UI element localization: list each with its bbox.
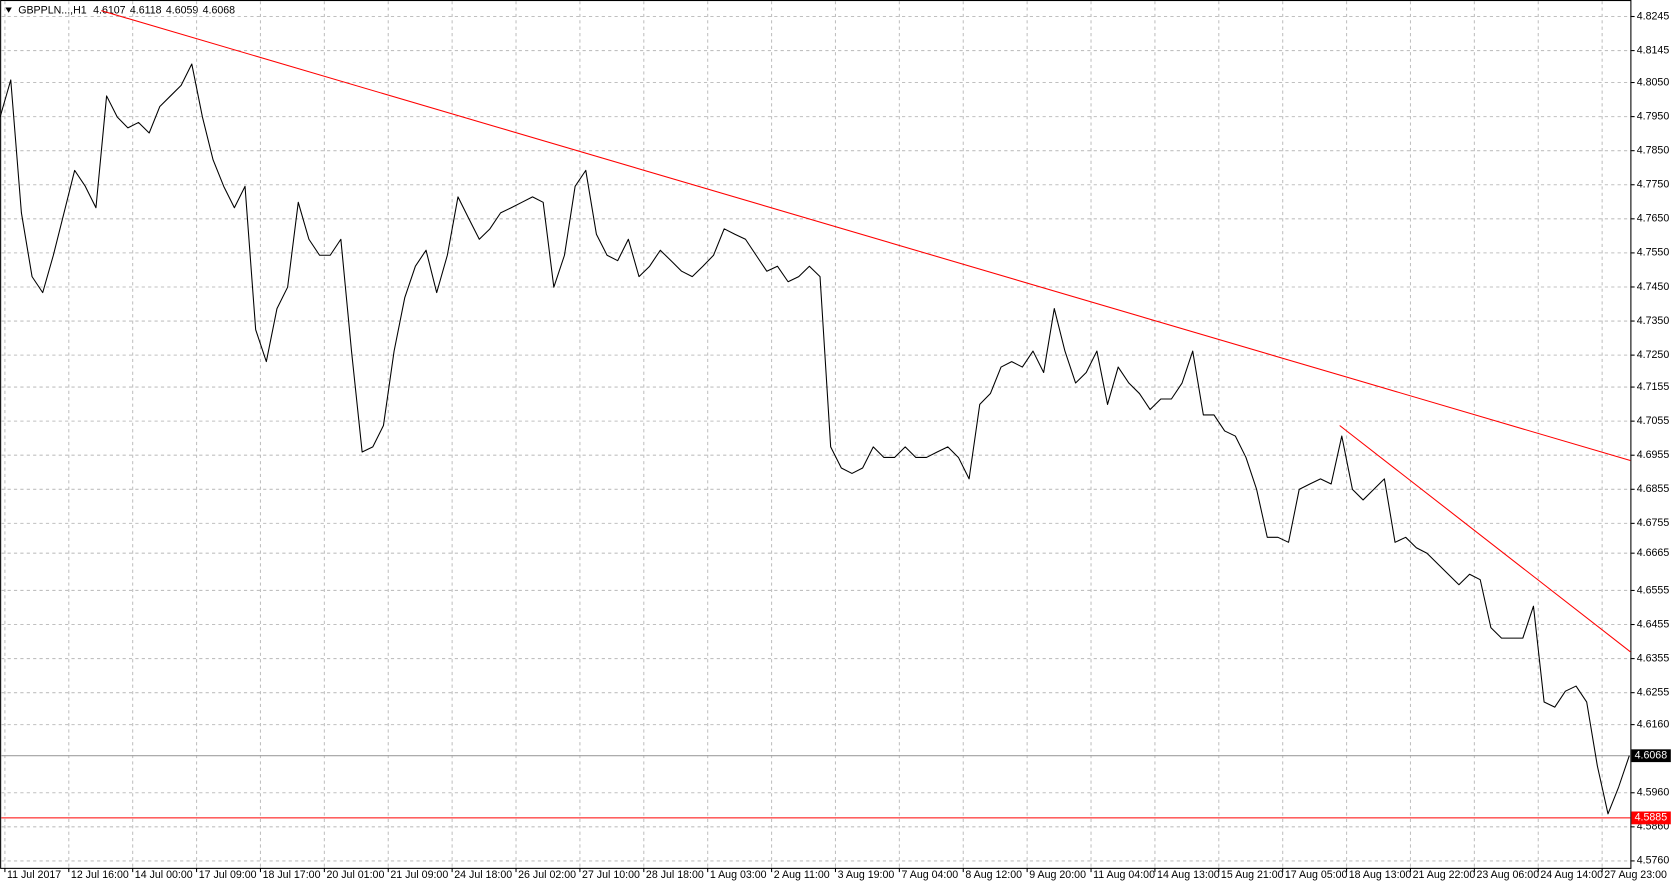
y-tick-label: 4.6355	[1637, 652, 1670, 664]
y-tick-label: 4.7250	[1637, 349, 1670, 361]
y-tick-label: 4.7750	[1637, 179, 1670, 191]
x-tick-label: 9 Aug 20:00	[1029, 869, 1086, 881]
x-tick-label: 21 Aug 22:00	[1413, 869, 1476, 881]
x-tick-label: 11 Aug 04:00	[1093, 869, 1155, 881]
y-tick-label: 4.6555	[1637, 584, 1670, 596]
y-tick-label: 4.7450	[1637, 281, 1670, 293]
x-tick-label: 7 Aug 04:00	[901, 869, 958, 881]
x-tick-label: 14 Jul 00:00	[135, 869, 193, 881]
x-tick-label: 2 Aug 11:00	[774, 869, 830, 881]
y-tick-label: 4.7350	[1637, 315, 1670, 327]
y-tick-label: 4.6455	[1637, 618, 1670, 630]
current-price-box	[1631, 749, 1671, 763]
x-tick-label: 18 Aug 13:00	[1349, 869, 1412, 881]
level-price-label: 4.5885	[1635, 812, 1668, 824]
x-tick-label: 18 Jul 17:00	[263, 869, 321, 881]
x-tick-label: 21 Jul 09:00	[390, 869, 448, 881]
y-tick-label: 4.7550	[1637, 247, 1670, 259]
trend-line	[101, 10, 1631, 462]
x-tick-label: 17 Jul 09:00	[199, 869, 257, 881]
y-tick-label: 4.6955	[1637, 449, 1670, 461]
price-line	[0, 63, 1630, 815]
y-tick-label: 4.7650	[1637, 213, 1670, 225]
x-tick-label: 26 Jul 02:00	[518, 869, 576, 881]
x-tick-label: 20 Jul 01:00	[326, 869, 384, 881]
plot-frame	[0, 0, 1632, 869]
y-tick-label: 4.8145	[1637, 44, 1670, 56]
x-tick-label: 17 Aug 05:00	[1285, 869, 1348, 881]
x-tick-label: 15 Aug 21:00	[1221, 869, 1284, 881]
x-tick-label: 24 Jul 18:00	[454, 869, 512, 881]
x-tick-label: 24 Aug 14:00	[1540, 869, 1603, 881]
level-price-box	[1631, 811, 1671, 825]
x-tick-label: 14 Aug 13:00	[1157, 869, 1220, 881]
trend-line	[1339, 425, 1631, 653]
y-tick-label: 4.6665	[1637, 547, 1670, 559]
menu-triangle[interactable]	[5, 7, 12, 13]
x-tick-label: 3 Aug 19:00	[838, 869, 895, 881]
y-tick-label: 4.8245	[1637, 10, 1670, 22]
ohlc-value: 4.6107	[93, 4, 126, 16]
x-tick-label: 27 Jul 10:00	[582, 869, 640, 881]
x-tick-label: 28 Jul 18:00	[646, 869, 704, 881]
y-tick-label: 4.7850	[1637, 144, 1670, 156]
ohlc-value: 4.6118	[130, 4, 162, 16]
x-tick-label: 27 Aug 23:00	[1604, 869, 1667, 881]
x-tick-label: 23 Aug 06:00	[1476, 869, 1539, 881]
y-tick-label: 4.6855	[1637, 483, 1670, 495]
y-tick-label: 4.6160	[1637, 718, 1670, 730]
ohlc-value: 4.6059	[166, 4, 199, 16]
y-tick-label: 4.6755	[1637, 517, 1670, 529]
y-tick-label: 4.6255	[1637, 686, 1670, 698]
x-tick-label: 11 Jul 2017	[7, 869, 61, 881]
x-tick-label: 8 Aug 12:00	[965, 869, 1022, 881]
y-tick-label: 4.5760	[1637, 855, 1670, 867]
current-price-label: 4.6068	[1635, 750, 1668, 762]
y-tick-label: 4.8050	[1637, 76, 1670, 88]
ohlc-value: 4.6068	[203, 4, 236, 16]
x-tick-label: 1 Aug 03:00	[710, 869, 767, 881]
y-tick-label: 4.7155	[1637, 381, 1670, 393]
chart-title: GBPPLN...,H1	[18, 4, 87, 16]
y-tick-label: 4.7055	[1637, 415, 1670, 427]
y-tick-label: 4.7950	[1637, 110, 1670, 122]
y-tick-label: 4.5960	[1637, 787, 1670, 799]
x-tick-label: 12 Jul 16:00	[71, 869, 129, 881]
